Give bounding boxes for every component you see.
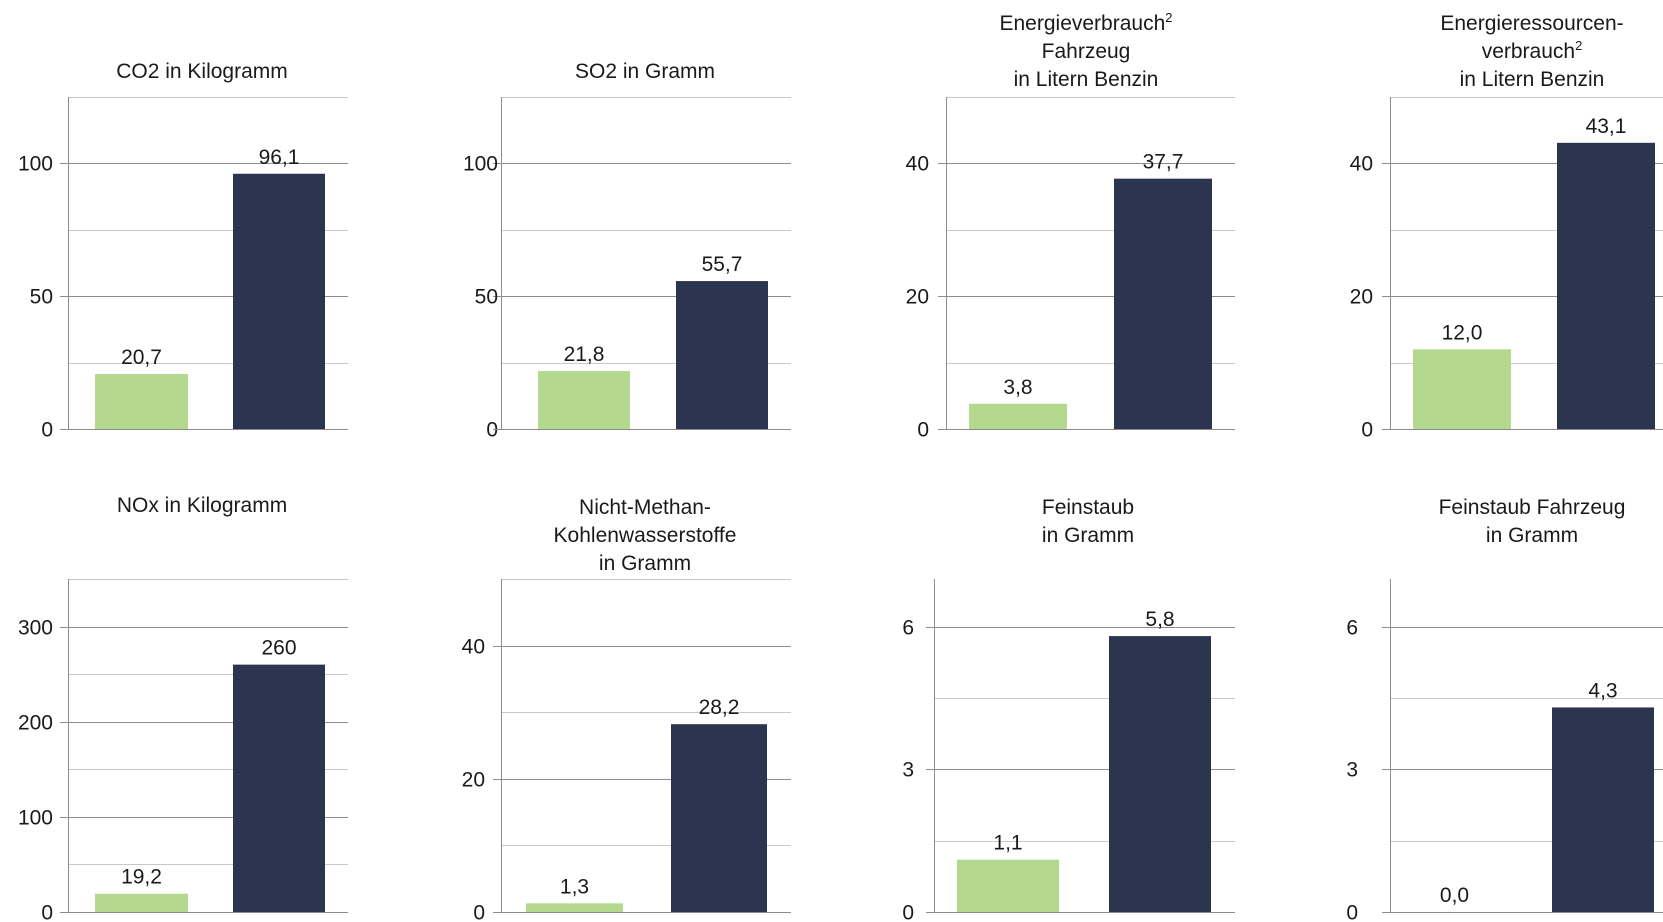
chart-title-line: Energieverbrauch2: [1000, 10, 1173, 35]
title-superscript: 2: [1165, 10, 1172, 25]
y-tick-label: 100: [18, 807, 53, 830]
data-label: 260: [261, 637, 296, 660]
chart-3: 0 20 40 3,8 37,7 Energieverbrauch2 Fahrzeug in …: [906, 10, 1235, 442]
chart-title-line: Nicht-Methan-: [579, 496, 711, 519]
data-label: 0,0: [1440, 884, 1469, 907]
chart-title-line: Feinstaub Fahrzeug: [1439, 496, 1626, 519]
y-tick-label: 3: [902, 759, 914, 782]
bar-green: [969, 404, 1067, 429]
chart-title-line: in Litern Benzin: [1460, 68, 1605, 91]
data-label: 55,7: [702, 253, 743, 276]
chart-6: 0 20 40 1,3 28,2 Nicht-Methan- Kohlenwassersto…: [462, 496, 791, 922]
bar-navy: [1114, 179, 1212, 429]
bar-green: [95, 894, 188, 912]
chart-title-line: Energieressourcen-: [1440, 12, 1623, 35]
y-tick-label: 0: [1361, 419, 1373, 442]
data-label: 96,1: [259, 146, 300, 169]
data-label: 1,1: [993, 832, 1022, 855]
data-label: 4,3: [1588, 679, 1617, 702]
y-tick-label: 0: [41, 902, 53, 922]
chart-title-line: in Gramm: [1042, 524, 1134, 547]
data-label: 19,2: [121, 866, 162, 889]
chart-title-line: Feinstaub: [1042, 496, 1134, 519]
y-tick-label: 40: [1350, 153, 1373, 176]
data-label: 3,8: [1003, 376, 1032, 399]
y-tick-label: 0: [473, 902, 485, 922]
bar-navy: [676, 281, 768, 429]
y-tick-label: 0: [902, 902, 914, 922]
bar-green: [526, 903, 623, 912]
chart-title-line: in Gramm: [599, 552, 691, 575]
chart-title-line: in Litern Benzin: [1014, 68, 1159, 91]
y-tick-label: 6: [902, 617, 914, 640]
chart-4: 0 20 40 12,0 43,1 Energieressourcen-verbrauch…: [1350, 12, 1663, 442]
bar-green: [95, 374, 188, 429]
data-label: 28,2: [699, 696, 740, 719]
y-tick-label: 20: [906, 286, 929, 309]
chart-title-line: Fahrzeug: [1042, 40, 1131, 63]
chart-title-line: NOx in Kilogramm: [117, 494, 287, 517]
data-label: 20,7: [121, 346, 162, 369]
y-tick-label: 50: [475, 286, 498, 309]
bar-navy: [1557, 143, 1655, 429]
chart-1: 0 50 100 20,7 96,1 CO2 in Kilogramm: [18, 60, 348, 442]
data-label: 1,3: [560, 875, 589, 898]
title-superscript: 2: [1575, 38, 1582, 53]
y-tick-label: 6: [1346, 617, 1358, 640]
data-label: 5,8: [1145, 608, 1174, 631]
y-tick-label: 0: [41, 419, 53, 442]
chart-title-line: in Gramm: [1486, 524, 1578, 547]
y-tick-label: 200: [18, 712, 53, 735]
data-label: 12,0: [1442, 321, 1483, 344]
bar-green: [1413, 349, 1511, 429]
y-tick-label: 0: [1346, 902, 1358, 922]
data-label: 43,1: [1586, 115, 1627, 138]
y-tick-label: 40: [906, 153, 929, 176]
y-tick-label: 0: [917, 419, 929, 442]
y-tick-label: 20: [1350, 286, 1373, 309]
chart-title-line: CO2 in Kilogramm: [116, 60, 288, 83]
y-tick-label: 3: [1346, 759, 1358, 782]
data-label: 37,7: [1143, 151, 1184, 174]
chart-title-line: Kohlenwasserstoffe: [554, 524, 737, 547]
bar-navy: [671, 724, 767, 912]
bar-navy: [1552, 707, 1654, 912]
y-tick-label: 100: [18, 153, 53, 176]
y-tick-label: 50: [30, 286, 53, 309]
data-label: 21,8: [564, 343, 605, 366]
bar-navy: [233, 174, 325, 429]
bar-navy: [1109, 636, 1211, 912]
y-tick-label: 20: [462, 769, 485, 792]
bar-green: [957, 860, 1059, 912]
chart-8: 0 3 6 0,0 4,3 Feinstaub Fahrzeug in Gramm: [1346, 496, 1663, 922]
y-tick-label: 40: [462, 636, 485, 659]
y-tick-label: 300: [18, 617, 53, 640]
chart-7: 0 3 6 1,1 5,8 Feinstaub in Gramm: [902, 496, 1235, 922]
chart-title-line: verbrauch2: [1482, 38, 1583, 63]
y-tick-label: 100: [463, 153, 498, 176]
bar-navy: [233, 665, 325, 912]
chart-5: 0 100 200 300 19,2 260 NOx in Kilogramm: [18, 494, 348, 922]
chart-title-line: SO2 in Gramm: [575, 60, 715, 83]
bar-green: [538, 371, 630, 429]
